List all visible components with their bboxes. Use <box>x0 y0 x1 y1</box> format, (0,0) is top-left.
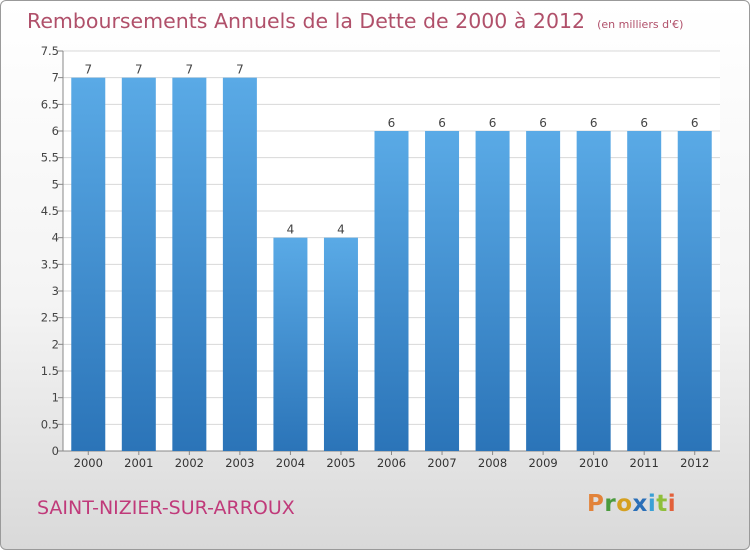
y-tick-label: 5 <box>52 177 59 191</box>
x-tick-label: 2005 <box>326 456 355 470</box>
x-tick-label: 2011 <box>630 456 659 470</box>
data-label: 7 <box>135 63 143 77</box>
y-tick-label: 3 <box>52 284 59 298</box>
x-tick-label: 2001 <box>124 456 153 470</box>
logo-letter: t <box>656 491 668 517</box>
commune-name: SAINT-NIZIER-SUR-ARROUX <box>37 497 295 519</box>
bars: 7 7 7 7 4 4 6 6 6 6 6 6 6 <box>71 63 712 452</box>
proxiti-logo: Proxiti <box>587 491 676 517</box>
data-label: 4 <box>287 223 295 237</box>
x-tick-label: 2007 <box>427 456 456 470</box>
data-label: 6 <box>489 116 497 130</box>
title-row: Remboursements Annuels de la Dette de 20… <box>27 9 683 33</box>
x-tick-label: 2012 <box>680 456 709 470</box>
x-tick-label: 2003 <box>225 456 254 470</box>
logo-letter: i <box>667 491 677 517</box>
logo-letter: i <box>647 491 657 517</box>
data-label: 6 <box>590 116 598 130</box>
bar-2010 <box>576 131 611 451</box>
logo-letter: o <box>616 491 633 517</box>
bar-2011 <box>627 131 662 451</box>
x-tick-label: 2006 <box>377 456 406 470</box>
data-label: 6 <box>691 116 699 130</box>
data-label: 7 <box>236 63 244 77</box>
x-tick-label: 2004 <box>276 456 305 470</box>
logo-letter: r <box>604 491 617 517</box>
bar-2004 <box>273 237 308 451</box>
x-tick-label: 2000 <box>74 456 103 470</box>
y-tick-label: 2 <box>52 337 59 351</box>
bar-2007 <box>425 131 460 451</box>
y-tick-label: 1 <box>52 391 59 405</box>
logo-letter: P <box>587 491 605 517</box>
data-label: 6 <box>640 116 648 130</box>
y-tick-label: 0.5 <box>41 417 59 431</box>
x-tick-label: 2008 <box>478 456 507 470</box>
y-tick-label: 3.5 <box>41 257 59 271</box>
y-tick-label: 7 <box>52 71 59 85</box>
chart-unit-note: (en milliers d'€) <box>597 18 684 31</box>
data-label: 4 <box>337 223 345 237</box>
x-tick-label: 2002 <box>175 456 204 470</box>
y-tick-label: 6.5 <box>41 97 59 111</box>
bar-2003 <box>222 77 257 452</box>
bar-2012 <box>677 131 712 451</box>
data-label: 6 <box>539 116 547 130</box>
data-label: 6 <box>438 116 446 130</box>
y-tick-label: 1.5 <box>41 364 59 378</box>
y-tick-label: 5.5 <box>41 151 59 165</box>
bar-2001 <box>121 77 156 452</box>
bar-2000 <box>71 77 106 452</box>
y-tick-label: 6 <box>52 124 59 138</box>
y-tick-label: 7.5 <box>41 44 59 58</box>
logo-letter: x <box>632 491 648 517</box>
x-tick-label: 2010 <box>579 456 608 470</box>
y-tick-label: 4 <box>52 231 59 245</box>
y-tick-label: 4.5 <box>41 204 59 218</box>
bar-2008 <box>475 131 510 451</box>
data-label: 7 <box>186 63 194 77</box>
y-tick-label: 2.5 <box>41 311 59 325</box>
bar-2006 <box>374 131 409 451</box>
x-axis-ticks: 2000 2001 2002 2003 2004 2005 2006 2007 2008 2009… <box>74 451 709 470</box>
chart-title: Remboursements Annuels de la Dette de 20… <box>27 9 586 33</box>
y-tick-label: 0 <box>52 444 59 458</box>
bar-2009 <box>526 131 561 451</box>
data-label: 6 <box>388 116 396 130</box>
bar-2005 <box>323 237 358 451</box>
bar-2002 <box>172 77 207 452</box>
data-label: 7 <box>84 63 92 77</box>
x-tick-label: 2009 <box>528 456 557 470</box>
